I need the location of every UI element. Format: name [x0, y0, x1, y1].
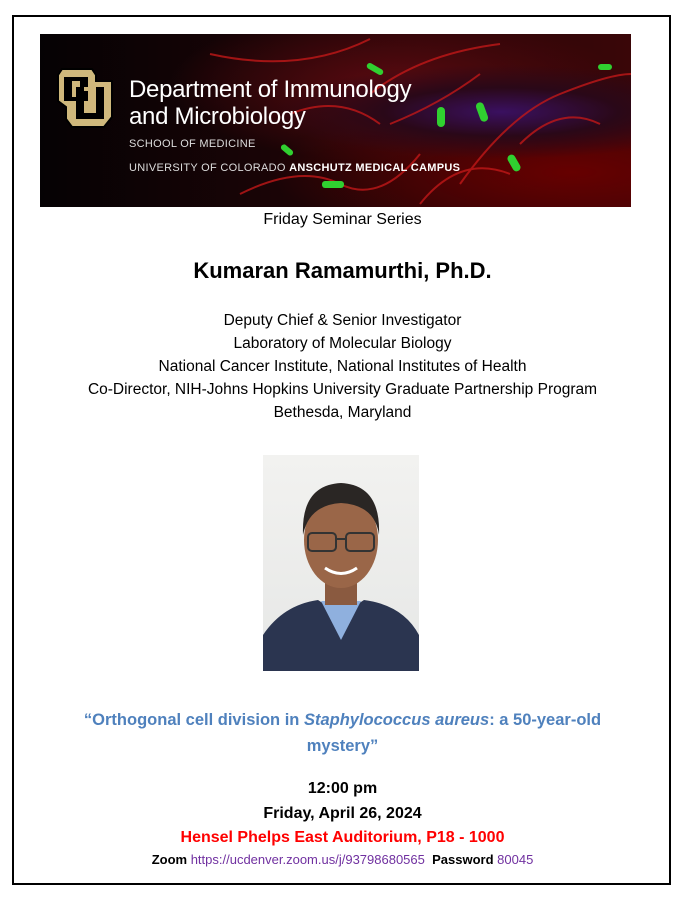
- affiliation-line: Bethesda, Maryland: [273, 404, 412, 421]
- affiliation-line: Laboratory of Molecular Biology: [233, 335, 452, 352]
- organism-name: Staphylococcus aureus: [303, 711, 490, 729]
- university: UNIVERSITY OF COLORADO: [129, 162, 286, 174]
- zoom-info: Zoom https://ucdenver.zoom.us/j/93798680…: [0, 852, 685, 867]
- speaker-affiliations: Deputy Chief & Senior Investigator Labor…: [0, 309, 685, 424]
- talk-title-line-2: mystery”: [306, 737, 379, 755]
- talk-title: “Orthogonal cell division in Staphylococ…: [0, 707, 685, 759]
- event-location: Hensel Phelps East Auditorium, P18 - 100…: [180, 829, 505, 846]
- affiliation-line: National Cancer Institute, National Inst…: [158, 358, 527, 375]
- campus: ANSCHUTZ MEDICAL CAMPUS: [289, 162, 461, 174]
- talk-title-rest: : a 50-year-old: [489, 711, 602, 729]
- microscopy-background: [209, 38, 631, 205]
- affiliation-line: Deputy Chief & Senior Investigator: [223, 312, 462, 329]
- page-border: [12, 15, 671, 885]
- dept-line-1: Department of Immunology: [129, 76, 412, 103]
- password-label: Password: [432, 852, 494, 867]
- school-name: SCHOOL OF MEDICINE: [129, 138, 256, 150]
- speaker-photo: [263, 455, 419, 671]
- department-banner: Department of Immunology and Microbiology…: [40, 34, 631, 207]
- event-date: Friday, April 26, 2024: [263, 805, 422, 822]
- talk-title-start: “Orthogonal cell division in: [83, 711, 304, 729]
- dept-line-2: and Microbiology: [129, 103, 306, 130]
- zoom-link[interactable]: https://ucdenver.zoom.us/j/93798680565: [190, 852, 425, 867]
- cu-logo: [57, 68, 113, 128]
- event-time: 12:00 pm: [307, 780, 378, 797]
- speaker-name: Kumaran Ramamurthi, Ph.D.: [193, 258, 492, 283]
- department-name: Department of Immunology and Microbiology: [129, 76, 412, 130]
- university-name: UNIVERSITY OF COLORADO ANSCHUTZ MEDICAL …: [129, 162, 460, 174]
- zoom-password: 80045: [497, 852, 534, 867]
- affiliation-line: Co-Director, NIH-Johns Hopkins Universit…: [87, 381, 598, 398]
- seminar-series: Friday Seminar Series: [263, 211, 422, 228]
- zoom-label: Zoom: [151, 852, 188, 867]
